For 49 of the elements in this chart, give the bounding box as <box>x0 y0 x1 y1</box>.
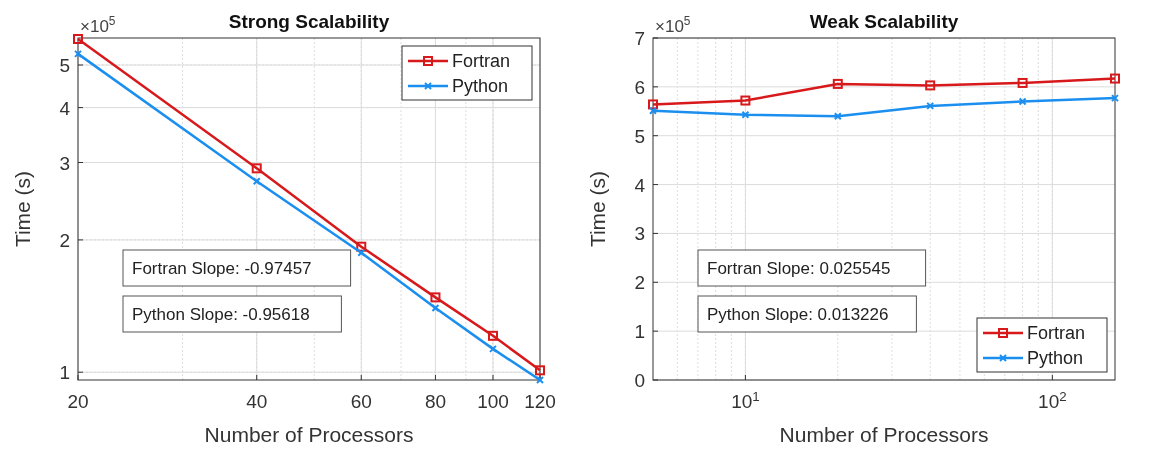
y-tick-label: 1 <box>634 321 645 343</box>
y-tick-label: 1 <box>59 362 70 384</box>
y-tick-label: 2 <box>59 229 70 251</box>
text: ×10$^{5}$ <box>80 14 116 36</box>
point <box>740 95 751 106</box>
point <box>1017 77 1028 88</box>
point <box>648 99 658 110</box>
x-tick-label: 80 <box>424 391 447 412</box>
y-tick-label: 3 <box>59 152 70 174</box>
x-tick-label: 40 <box>246 391 268 412</box>
y-tick-label: 4 <box>634 174 646 196</box>
point <box>926 101 935 110</box>
x-tick-label: 10$^{2}$ <box>1038 388 1067 412</box>
x-axis-title: Number of Processors <box>779 423 989 446</box>
point <box>741 110 750 119</box>
legend-label: Python <box>1027 348 1084 368</box>
annotation: Fortran Slope: -0.97457 <box>132 259 312 278</box>
point <box>833 112 842 121</box>
point <box>832 78 843 89</box>
x-tick-label: 100 <box>477 391 509 412</box>
y-tick-label: 7 <box>634 28 645 49</box>
y-axis-title: Time (s) <box>586 170 609 248</box>
annotation: Python Slope: 0.013226 <box>707 305 889 324</box>
y-tick-label: 2 <box>634 272 645 294</box>
y-tick-label: 6 <box>634 76 645 98</box>
x-tick-label: 10$^{1}$ <box>731 388 760 412</box>
x-axis-title: Number of Processors <box>204 423 414 446</box>
point <box>925 80 936 91</box>
annotation: Python Slope: -0.95618 <box>132 305 310 324</box>
legend-label: Fortran <box>1027 323 1086 343</box>
annotation: Fortran Slope: 0.025545 <box>707 259 891 278</box>
chart-title: Weak Scalability <box>809 11 959 32</box>
y-tick-label: 4 <box>59 97 71 119</box>
y-tick-label: 5 <box>634 125 645 147</box>
legend-label: Fortran <box>452 51 511 71</box>
point <box>1018 97 1027 106</box>
y-tick-label: 0 <box>634 370 645 391</box>
x-tick-label: 20 <box>67 391 89 412</box>
x-tick-label: 60 <box>350 391 372 412</box>
text: ×10$^{5}$ <box>655 14 691 36</box>
point <box>649 106 657 115</box>
legend-label: Python <box>452 76 509 96</box>
point <box>1110 73 1120 84</box>
y-tick-label: 5 <box>59 55 70 77</box>
y-axis-title: Time (s) <box>11 170 34 248</box>
x-tick-label: 120 <box>524 391 556 412</box>
chart-title: Strong Scalability <box>228 11 390 32</box>
point <box>1111 94 1119 103</box>
y-tick-label: 3 <box>634 223 645 245</box>
